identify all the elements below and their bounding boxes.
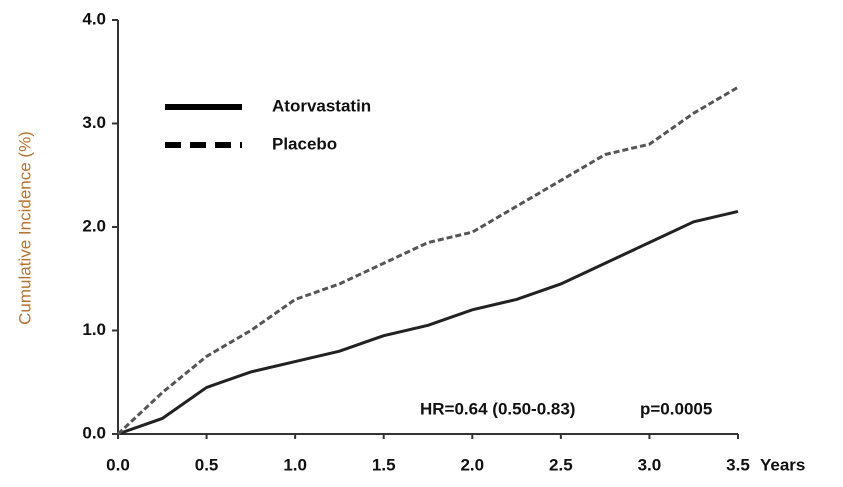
- series-line: [116, 85, 739, 436]
- x-tick-label: 2.5: [549, 455, 573, 474]
- annotation: p=0.0005: [640, 399, 712, 418]
- x-tick-label: 3.0: [638, 455, 662, 474]
- legend-label: Placebo: [272, 134, 337, 153]
- x-tick-label: 1.0: [283, 455, 307, 474]
- y-tick-label: 4.0: [82, 9, 106, 28]
- x-axis-label: Years: [760, 455, 805, 474]
- annotation: HR=0.64 (0.50-0.83): [420, 399, 575, 418]
- x-tick-label: 2.0: [460, 455, 484, 474]
- y-tick-label: 0.0: [82, 423, 106, 442]
- y-tick-label: 1.0: [82, 320, 106, 339]
- series-line: [117, 210, 739, 436]
- x-tick-label: 1.5: [372, 455, 396, 474]
- x-tick-label: 0.5: [195, 455, 219, 474]
- x-tick-label: 3.5: [726, 455, 750, 474]
- x-tick-label: 0.0: [106, 455, 130, 474]
- y-axis-label: Cumulative Incidence (%): [15, 131, 34, 325]
- y-tick-label: 3.0: [82, 113, 106, 132]
- y-tick-label: 2.0: [82, 216, 106, 235]
- legend-label: Atorvastatin: [272, 96, 371, 115]
